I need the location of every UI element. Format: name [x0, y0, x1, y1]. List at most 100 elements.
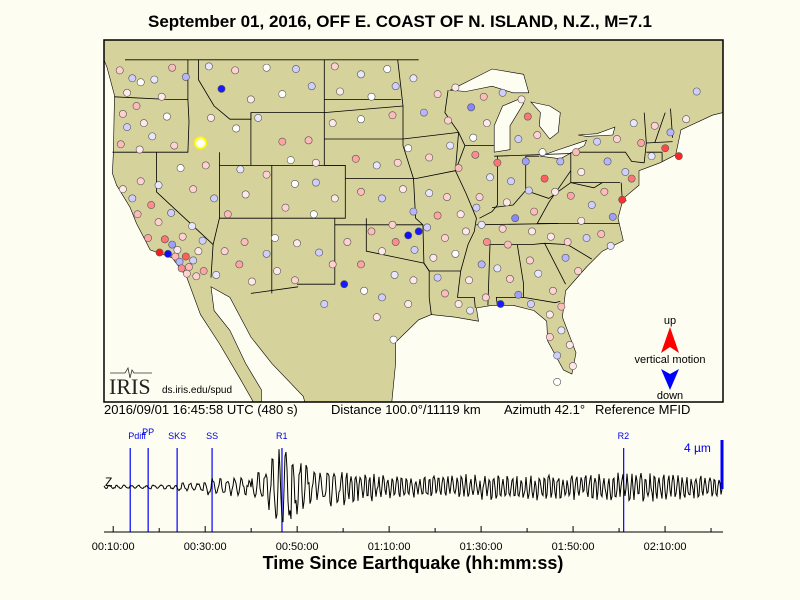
station-marker[interactable] [189, 185, 198, 194]
station-marker[interactable] [530, 207, 538, 216]
station-marker[interactable] [469, 133, 478, 142]
station-marker[interactable] [523, 112, 532, 121]
station-marker[interactable] [315, 248, 323, 257]
station-marker[interactable] [293, 239, 301, 248]
station-marker[interactable] [246, 95, 255, 104]
station-marker[interactable] [682, 115, 691, 124]
station-marker[interactable] [378, 194, 386, 203]
station-marker[interactable] [527, 300, 535, 308]
station-marker[interactable] [451, 83, 460, 92]
station-marker[interactable] [198, 236, 207, 245]
station-marker[interactable] [557, 326, 566, 335]
station-marker[interactable] [223, 210, 232, 219]
station-marker[interactable] [399, 185, 407, 194]
station-marker[interactable] [168, 63, 177, 72]
station-marker[interactable] [462, 227, 470, 236]
station-marker[interactable] [533, 131, 542, 139]
station-marker[interactable] [372, 161, 381, 170]
station-marker[interactable] [167, 209, 176, 217]
station-marker[interactable] [157, 92, 166, 101]
station-marker[interactable] [493, 158, 502, 167]
station-marker[interactable] [330, 194, 339, 203]
station-marker[interactable] [164, 249, 172, 258]
station-marker[interactable] [330, 62, 339, 71]
station-marker[interactable] [262, 170, 271, 179]
station-marker[interactable] [304, 136, 313, 145]
station-marker[interactable] [144, 234, 152, 242]
station-marker[interactable] [477, 260, 486, 269]
station-marker[interactable] [477, 220, 486, 229]
station-marker[interactable] [524, 186, 533, 195]
station-marker[interactable] [378, 293, 386, 302]
station-marker[interactable] [472, 203, 481, 212]
station-marker[interactable] [163, 112, 171, 121]
logo-url[interactable]: ds.iris.edu/spud [162, 385, 233, 396]
station-marker[interactable] [425, 153, 434, 162]
station-marker[interactable] [175, 257, 184, 266]
station-marker[interactable] [545, 333, 554, 341]
station-marker[interactable] [409, 207, 418, 216]
station-marker[interactable] [498, 88, 507, 97]
station-marker[interactable] [466, 306, 475, 315]
station-marker[interactable] [343, 238, 352, 246]
station-marker[interactable] [155, 248, 164, 257]
station-marker[interactable] [357, 115, 365, 124]
station-marker[interactable] [271, 234, 279, 242]
station-marker[interactable] [481, 293, 490, 302]
station-marker[interactable] [629, 119, 638, 128]
station-marker[interactable] [178, 232, 187, 241]
station-marker[interactable] [168, 240, 177, 249]
station-marker[interactable] [475, 193, 484, 201]
station-marker[interactable] [514, 135, 523, 143]
station-marker[interactable] [336, 87, 344, 96]
station-marker[interactable] [231, 66, 240, 75]
station-marker[interactable] [444, 116, 452, 125]
station-marker[interactable] [116, 140, 125, 149]
station-marker[interactable] [557, 302, 566, 311]
station-marker[interactable] [456, 210, 465, 219]
station-marker[interactable] [176, 164, 185, 172]
station-marker[interactable] [367, 227, 376, 236]
station-marker[interactable] [451, 249, 460, 258]
station-marker[interactable] [597, 230, 606, 238]
station-marker[interactable] [351, 154, 360, 163]
station-marker[interactable] [674, 152, 683, 161]
station-marker[interactable] [409, 74, 418, 83]
station-marker[interactable] [479, 92, 488, 101]
station-marker[interactable] [170, 141, 179, 150]
station-marker[interactable] [546, 232, 555, 241]
station-marker[interactable] [551, 187, 559, 196]
station-marker[interactable] [181, 252, 190, 261]
station-marker[interactable] [207, 113, 215, 122]
station-marker[interactable] [561, 253, 570, 262]
station-marker[interactable] [582, 234, 591, 242]
station-marker[interactable] [328, 260, 337, 269]
station-marker[interactable] [254, 113, 263, 122]
station-marker[interactable] [433, 90, 442, 99]
station-marker[interactable] [390, 271, 399, 279]
station-marker[interactable] [128, 74, 137, 83]
station-marker[interactable] [600, 187, 609, 196]
station-marker[interactable] [115, 66, 124, 75]
station-marker[interactable] [340, 280, 349, 289]
station-marker[interactable] [372, 313, 381, 322]
station-marker[interactable] [133, 210, 142, 219]
station-marker[interactable] [388, 111, 397, 120]
station-marker[interactable] [503, 240, 512, 249]
station-marker[interactable] [593, 137, 601, 146]
station-marker[interactable] [545, 310, 554, 319]
station-marker[interactable] [132, 102, 141, 110]
station-marker[interactable] [181, 73, 190, 81]
station-marker[interactable] [603, 157, 612, 166]
station-marker[interactable] [148, 132, 157, 141]
station-marker[interactable] [454, 300, 463, 308]
station-marker[interactable] [433, 211, 442, 220]
station-marker[interactable] [136, 78, 145, 87]
station-marker[interactable] [391, 82, 400, 91]
station-marker[interactable] [292, 65, 300, 73]
station-marker[interactable] [692, 87, 701, 96]
station-marker[interactable] [201, 161, 210, 170]
station-marker[interactable] [525, 256, 534, 265]
station-marker[interactable] [388, 220, 397, 229]
station-marker[interactable] [553, 377, 562, 386]
